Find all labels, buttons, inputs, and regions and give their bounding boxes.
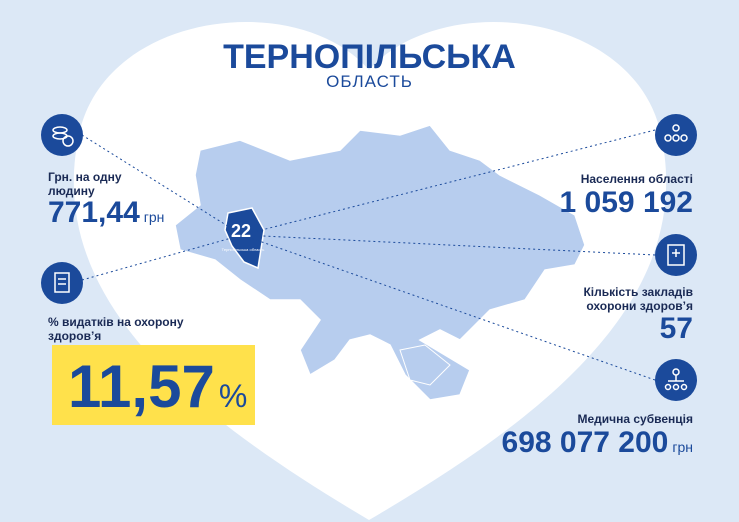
highlight-box [52,345,255,425]
stat-label: Населення області [580,172,693,186]
stat-label: % видатків на охорону здоров’я [48,315,184,343]
stat-value: 698 077 200 грн [502,426,693,460]
subtitle: ОБЛАСТЬ [326,72,413,91]
stat-value: 11,57% [68,352,247,421]
region-label: Тернопільська область [222,247,265,252]
stat-value: 57 [659,312,693,345]
connector-lines [81,129,656,381]
value: 11,57 [68,353,215,420]
stat-value: 771,44 грн [48,196,164,230]
unit: % [218,378,248,414]
unit: грн [672,439,693,455]
title: ТЕРНОПІЛЬСЬКА [223,38,516,76]
region [224,207,265,270]
stat-label: Медична субвенція [577,412,694,426]
value: 698 077 200 [501,426,669,459]
crimea [399,344,451,386]
stat-label: Кількість закладів охорони здоров’я [583,285,693,313]
stat-value: 1 059 192 [559,186,693,219]
ukraine-map [174,124,586,401]
value: 771,44 [48,196,140,229]
unit: грн [143,209,165,225]
stat-label: Грн. на одну людину [48,170,122,198]
icon-glyphs [52,124,688,391]
region-number: 22 [231,221,251,241]
